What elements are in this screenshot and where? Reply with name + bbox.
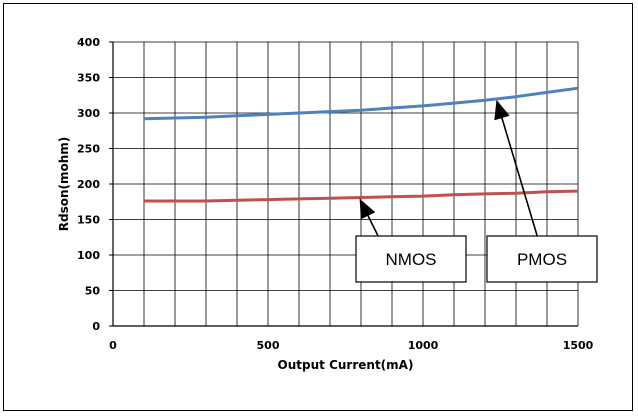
annotations: NMOS PMOS (355, 99, 598, 283)
y-tick-label: 50 (85, 285, 101, 298)
annotation-box-pmos (486, 235, 598, 283)
y-tick-label: 150 (77, 214, 100, 227)
annotation-label-nmos: NMOS (386, 250, 437, 269)
axes (109, 41, 578, 327)
y-tick-label: 100 (77, 249, 100, 262)
x-tick-label: 0 (109, 339, 117, 352)
x-tick-label: 1500 (563, 339, 594, 352)
y-axis-title: Rdson(mohm) (57, 137, 71, 232)
y-tick-label: 300 (77, 107, 100, 120)
x-tick-label: 500 (257, 339, 280, 352)
annotation-box-nmos (355, 235, 467, 283)
annotation-label-pmos: PMOS (517, 250, 567, 269)
x-tick-labels: 0 500 1000 1500 (109, 339, 593, 352)
series-line-nmos (144, 189, 579, 203)
y-tick-label: 400 (77, 36, 100, 49)
series-lines (143, 86, 579, 203)
annotation-arrow-pmos (494, 99, 543, 253)
y-tick-labels: 0 50 100 150 200 250 300 350 400 (77, 36, 100, 333)
x-tick-label: 1000 (408, 339, 439, 352)
y-tick-label: 0 (92, 320, 100, 333)
grid (113, 41, 579, 326)
y-tick-label: 200 (77, 178, 100, 191)
y-tick-label: 250 (77, 143, 100, 156)
series-line-pmos (143, 86, 579, 121)
x-axis-title: Output Current(mA) (278, 358, 414, 372)
y-tick-label: 350 (77, 72, 100, 85)
